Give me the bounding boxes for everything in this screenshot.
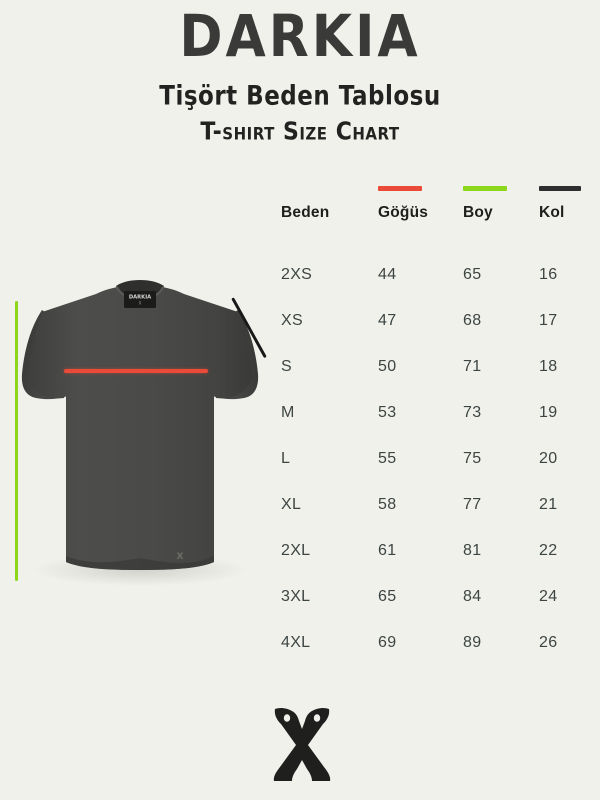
cell-size: 4XL — [281, 634, 311, 651]
tshirt-illustration: DARKIA X X — [0, 270, 280, 590]
table-row: S 50 71 18 — [281, 358, 581, 404]
cell-length: 84 — [463, 588, 482, 605]
cell-length: 71 — [463, 358, 482, 375]
cell-sleeve: 20 — [539, 450, 558, 467]
subtitle-english: T-shirt Size Chart — [200, 117, 400, 147]
table-row: XL 58 77 21 — [281, 496, 581, 542]
column-header-size: Beden — [281, 204, 330, 221]
cell-length: 81 — [463, 542, 482, 559]
cell-chest: 55 — [378, 450, 397, 467]
cell-length: 77 — [463, 496, 482, 513]
cell-length: 75 — [463, 450, 482, 467]
cell-size: 3XL — [281, 588, 311, 605]
cell-size: L — [281, 450, 291, 467]
cell-chest: 58 — [378, 496, 397, 513]
neck-label-brand: DARKIA — [129, 295, 151, 301]
cell-length: 65 — [463, 266, 482, 283]
table-row: XS 47 68 17 — [281, 312, 581, 358]
cell-sleeve: 21 — [539, 496, 558, 513]
cell-sleeve: 22 — [539, 542, 558, 559]
table-header-row: Beden Göğüs Boy Kol — [281, 204, 581, 228]
cell-size: 2XL — [281, 542, 311, 559]
cell-chest: 50 — [378, 358, 397, 375]
cell-sleeve: 26 — [539, 634, 558, 651]
tshirt-graphic: DARKIA X X — [21, 280, 259, 586]
column-header-chest: Göğüs — [378, 204, 429, 221]
table-row: 2XS 44 65 16 — [281, 266, 581, 312]
body-length-measure-line — [15, 301, 18, 581]
cell-chest: 65 — [378, 588, 397, 605]
darkia-x-logo-glyph — [273, 707, 331, 781]
column-header-length: Boy — [463, 204, 493, 221]
table-row: 4XL 69 89 26 — [281, 634, 581, 680]
table-row: 2XL 61 81 22 — [281, 542, 581, 588]
cell-length: 89 — [463, 634, 482, 651]
chest-measure-line — [64, 369, 208, 373]
chest-column-bar — [378, 186, 422, 191]
cell-sleeve: 24 — [539, 588, 558, 605]
cell-chest: 61 — [378, 542, 397, 559]
cell-size: XS — [281, 312, 303, 329]
cell-size: M — [281, 404, 295, 421]
cell-sleeve: 19 — [539, 404, 558, 421]
brand-wordmark: DARKIA — [179, 3, 421, 71]
table-body: 2XS 44 65 16 XS 47 68 17 S 50 71 18 M 53 73 19 L 55 75 20 XL… — [281, 266, 581, 680]
cell-sleeve: 16 — [539, 266, 558, 283]
cell-length: 68 — [463, 312, 482, 329]
cell-chest: 53 — [378, 404, 397, 421]
subtitle-turkish: Tişört Beden Tablosu — [159, 81, 441, 112]
cell-size: XL — [281, 496, 302, 513]
hem-x-logo: X — [177, 552, 184, 562]
cell-size: 2XS — [281, 266, 313, 283]
svg-text:X: X — [139, 301, 142, 306]
cell-sleeve: 18 — [539, 358, 558, 375]
table-row: L 55 75 20 — [281, 450, 581, 496]
cell-length: 73 — [463, 404, 482, 421]
cell-chest: 69 — [378, 634, 397, 651]
sleeve-column-bar — [539, 186, 581, 191]
cell-chest: 47 — [378, 312, 397, 329]
column-header-sleeve: Kol — [539, 204, 565, 221]
footer-x-logo — [270, 705, 334, 783]
cell-size: S — [281, 358, 292, 375]
table-row: M 53 73 19 — [281, 404, 581, 450]
table-row: 3XL 65 84 24 — [281, 588, 581, 634]
cell-sleeve: 17 — [539, 312, 558, 329]
length-column-bar — [463, 186, 507, 191]
cell-chest: 44 — [378, 266, 397, 283]
